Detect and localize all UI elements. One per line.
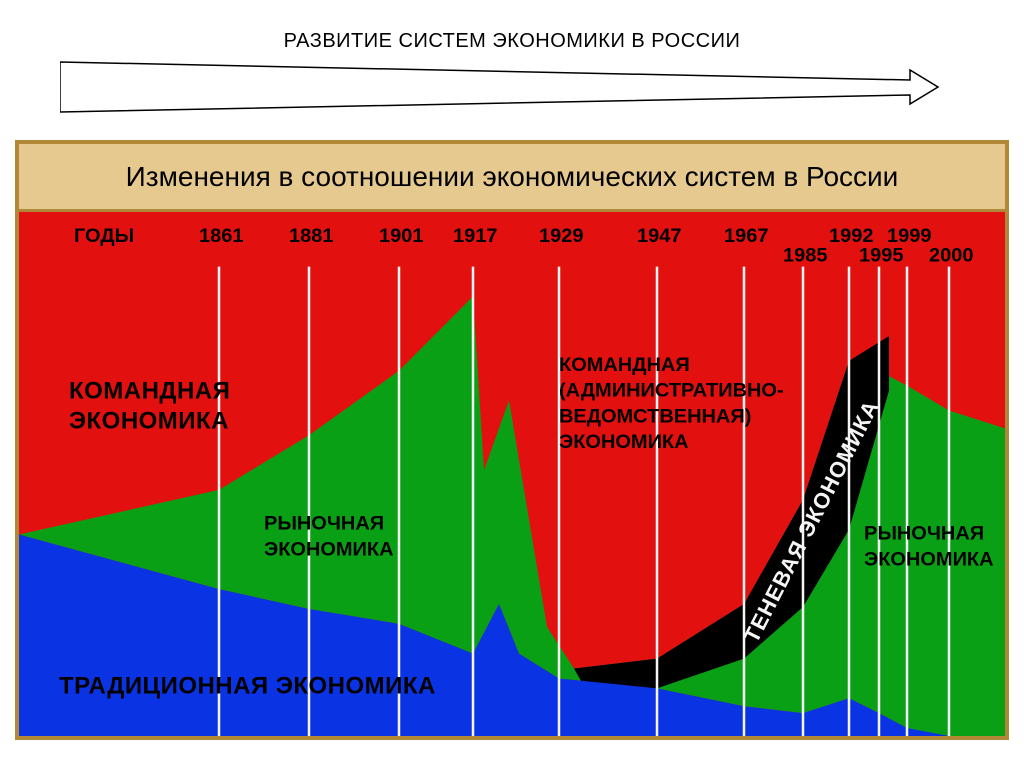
year-label: 1995 xyxy=(859,245,903,267)
area-label: ЭКОНОМИКА xyxy=(559,431,689,453)
area-label: КОМАНДНАЯ xyxy=(69,378,230,405)
year-label: 1947 xyxy=(637,225,681,247)
chart-frame: Изменения в соотношении экономических си… xyxy=(15,140,1009,740)
area-label: КОМАНДНАЯ xyxy=(559,354,690,376)
year-label: 2000 xyxy=(929,245,973,267)
area-label: РЫНОЧНАЯ xyxy=(264,513,384,535)
area-label: ВЕДОМСТВЕННАЯ) xyxy=(559,405,751,427)
year-label: 1917 xyxy=(453,225,497,247)
traditional-label: ТРАДИЦИОННАЯ ЭКОНОМИКА xyxy=(59,672,436,699)
years-label: ГОДЫ xyxy=(74,225,134,247)
year-label: 1967 xyxy=(724,225,768,247)
year-label: 1881 xyxy=(289,225,333,247)
area-chart-svg: ГОДЫ 1861 1881 1901 1917 1929 1947 1967 19851992… xyxy=(19,212,1005,736)
area-label: ЭКОНОМИКА xyxy=(264,538,394,560)
year-label: 1901 xyxy=(379,225,423,247)
timeline-arrow xyxy=(60,60,940,115)
area-label: ЭКОНОМИКА xyxy=(864,548,994,570)
area-label: РЫНОЧНАЯ xyxy=(864,523,984,545)
year-label: 1861 xyxy=(199,225,243,247)
year-label: 1985 xyxy=(783,245,827,267)
area-label: ЭКОНОМИКА xyxy=(69,407,229,434)
year-label: 1999 xyxy=(887,225,931,247)
top-title: РАЗВИТИЕ СИСТЕМ ЭКОНОМИКИ В РОССИИ xyxy=(0,30,1024,53)
chart-title: Изменения в соотношении экономических си… xyxy=(19,144,1005,209)
year-label: 1992 xyxy=(829,225,873,247)
area-label: (АДМИНИСТРАТИВНО- xyxy=(559,380,784,402)
plot-area: ГОДЫ 1861 1881 1901 1917 1929 1947 1967 19851992… xyxy=(19,209,1005,736)
year-label: 1929 xyxy=(539,225,583,247)
